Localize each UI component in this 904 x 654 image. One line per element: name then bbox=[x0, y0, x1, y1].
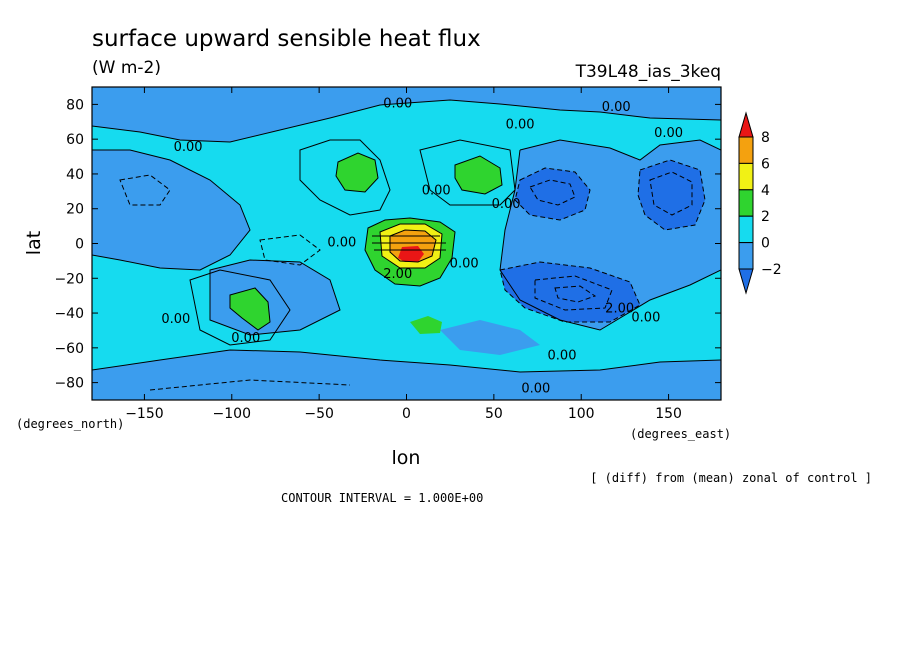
y-tick-label: 80 bbox=[66, 97, 84, 113]
contour-lines bbox=[92, 99, 721, 373]
colorbar-top-arrow bbox=[738, 111, 754, 138]
heat-flux-field bbox=[92, 87, 721, 400]
x-axis: −150 −100 −50 0 50 100 150 bbox=[125, 87, 682, 422]
colorbar-label: −2 bbox=[761, 262, 782, 278]
y-tick-label: 0 bbox=[75, 237, 84, 253]
contour-label: 0.00 bbox=[174, 140, 203, 155]
contour-label: 0.00 bbox=[602, 100, 631, 115]
colorbar-bin bbox=[738, 136, 754, 164]
negative-contours bbox=[119, 159, 706, 391]
y-axis: −80 −60 −40 −20 0 20 40 60 80 bbox=[54, 97, 721, 392]
x-axis-label: lon bbox=[392, 447, 421, 469]
x-tick-label: 150 bbox=[655, 406, 682, 422]
y-tick-label: 60 bbox=[66, 132, 84, 148]
note-text: [ (diff) from (mean) zonal of control ] bbox=[590, 471, 872, 485]
contour-label: 0.00 bbox=[422, 183, 451, 198]
contour-label: 0.00 bbox=[327, 236, 356, 251]
region-pos-4 bbox=[410, 316, 442, 334]
x-tick-label: −50 bbox=[304, 406, 334, 422]
contour-labels: 0.00 0.000.000.000.000.000.000.002.000.00… bbox=[161, 96, 683, 397]
x-tick-label: −100 bbox=[213, 406, 251, 422]
region-neg-south-band bbox=[92, 350, 721, 400]
y-tick-label: −20 bbox=[54, 271, 84, 287]
y-tick-label: 40 bbox=[66, 167, 84, 183]
contour-label: 0.00 bbox=[450, 256, 479, 271]
y-unit-label: (degrees_north) bbox=[16, 417, 124, 431]
contour-label: 0.00 bbox=[231, 331, 260, 346]
contour-label: 0.00 bbox=[631, 310, 660, 325]
contour-label: 0.00 bbox=[492, 197, 521, 212]
colorbar: −2 0 2 4 6 8 bbox=[738, 111, 782, 295]
contour-interval-text: CONTOUR INTERVAL = 1.000E+00 bbox=[281, 491, 483, 505]
region-strong-neg-1 bbox=[515, 168, 590, 220]
colorbar-bin bbox=[738, 215, 754, 244]
x-unit-label: (degrees_east) bbox=[630, 427, 731, 441]
x-tick-label: −150 bbox=[125, 406, 163, 422]
region-pos-3 bbox=[230, 288, 270, 330]
region-neg-southeast bbox=[440, 320, 540, 355]
contour-label: 2.00 bbox=[605, 302, 634, 317]
colorbar-label: 2 bbox=[761, 209, 770, 225]
x-tick-label: 0 bbox=[402, 406, 411, 422]
colorbar-label: 4 bbox=[761, 183, 770, 199]
contour-label: 0.00 bbox=[548, 349, 577, 364]
y-tick-label: 20 bbox=[66, 202, 84, 218]
units-label: (W m-2) bbox=[92, 58, 161, 78]
colorbar-bottom-arrow bbox=[738, 268, 754, 295]
colorbar-label: 0 bbox=[761, 236, 770, 252]
contour-label: 0.00 bbox=[521, 382, 550, 397]
contour-label: 0.00 bbox=[383, 96, 412, 111]
x-tick-label: 50 bbox=[485, 406, 503, 422]
region-pos-1 bbox=[336, 153, 378, 192]
region-strong-neg-2 bbox=[638, 160, 705, 230]
y-tick-label: −40 bbox=[54, 306, 84, 322]
region-pos-2 bbox=[455, 156, 502, 194]
y-tick-label: −80 bbox=[54, 376, 84, 392]
colorbar-label: 6 bbox=[761, 156, 770, 172]
colorbar-bin bbox=[738, 189, 754, 217]
contour-label: 0.00 bbox=[161, 312, 190, 327]
region-neg-north-band bbox=[92, 87, 721, 142]
chart-title: surface upward sensible heat flux bbox=[92, 26, 481, 52]
colorbar-bin bbox=[738, 162, 754, 191]
colorbar-label: 8 bbox=[761, 130, 770, 146]
contour-label: 0.00 bbox=[654, 126, 683, 141]
y-axis-label: lat bbox=[23, 231, 45, 255]
contour-label: 2.00 bbox=[383, 267, 412, 282]
region-neg-west bbox=[92, 150, 250, 270]
colorbar-bin bbox=[738, 242, 754, 270]
contour-label: 0.00 bbox=[506, 117, 535, 132]
x-tick-label: 100 bbox=[568, 406, 595, 422]
experiment-label: T39L48_ias_3keq bbox=[575, 62, 721, 82]
y-tick-label: −60 bbox=[54, 341, 84, 357]
